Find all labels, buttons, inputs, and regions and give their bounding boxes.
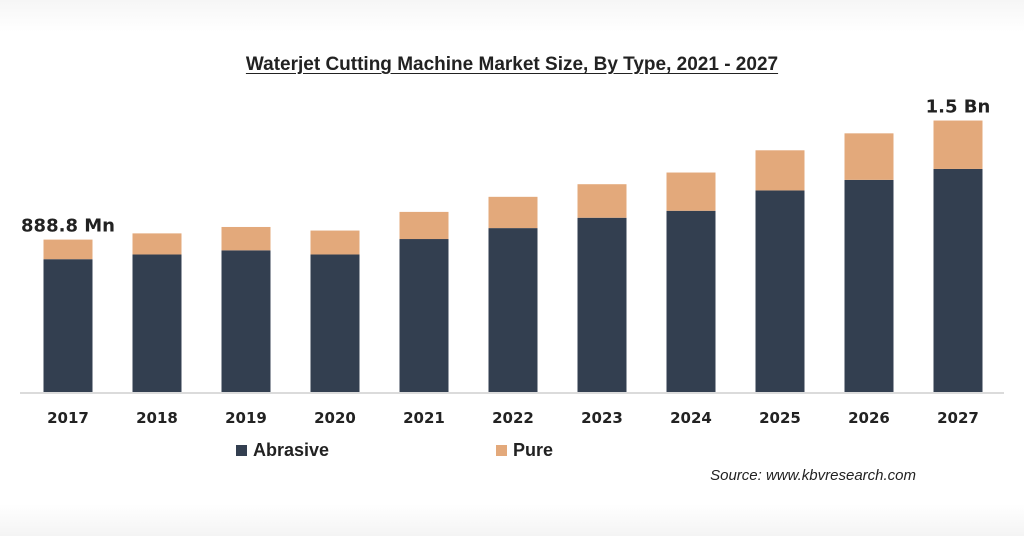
bar-abrasive-2021 xyxy=(399,239,449,392)
x-tick-label-2027: 2027 xyxy=(937,409,979,427)
bar-abrasive-2020 xyxy=(310,254,360,392)
data-label-2027: 1.5 Bn xyxy=(926,97,991,118)
legend-swatch-abrasive xyxy=(236,445,247,456)
bar-abrasive-2024 xyxy=(666,210,716,392)
x-tick-label-2017: 2017 xyxy=(47,409,89,427)
bar-abrasive-2019 xyxy=(221,250,271,392)
bar-abrasive-2023 xyxy=(577,217,627,392)
x-tick-labels: 2017 2018 2019 2020 2021 2022 2023 2024 2025 2026… xyxy=(47,409,979,427)
data-label-2017: 888.8 Mn xyxy=(21,216,115,237)
legend-swatch-pure xyxy=(496,445,507,456)
bar-pure-2025 xyxy=(755,150,805,191)
legend-label-abrasive: Abrasive xyxy=(253,440,330,460)
legend-item-abrasive: Abrasive xyxy=(236,440,329,461)
bar-pure-2027 xyxy=(933,120,983,169)
x-tick-label-2025: 2025 xyxy=(759,409,801,427)
bar-pure-2021 xyxy=(399,211,449,240)
bar-abrasive-2025 xyxy=(755,190,805,392)
x-tick-label-2019: 2019 xyxy=(225,409,267,427)
legend-item-pure: Pure xyxy=(496,440,553,461)
bar-pure-2023 xyxy=(577,184,627,218)
data-annotations: 888.8 Mn 1.5 Bn xyxy=(21,97,990,237)
x-tick-label-2021: 2021 xyxy=(403,409,445,427)
bar-abrasive-2018 xyxy=(132,254,182,392)
x-tick-label-2020: 2020 xyxy=(314,409,356,427)
bar-abrasive-2022 xyxy=(488,228,538,392)
x-tick-label-2018: 2018 xyxy=(136,409,178,427)
bar-pure-2017 xyxy=(43,239,93,260)
source-note: Source: www.kbvresearch.com xyxy=(710,467,916,484)
x-tick-label-2026: 2026 xyxy=(848,409,890,427)
bar-abrasive-2026 xyxy=(844,179,894,392)
chart-title: Waterjet Cutting Machine Market Size, By… xyxy=(245,54,779,75)
x-tick-label-2023: 2023 xyxy=(581,409,623,427)
bar-abrasive-2017 xyxy=(43,259,93,392)
bars-group xyxy=(43,120,983,392)
bar-pure-2018 xyxy=(132,233,182,255)
x-tick-label-2024: 2024 xyxy=(670,409,712,427)
bar-pure-2019 xyxy=(221,226,271,251)
bar-pure-2024 xyxy=(666,172,716,211)
legend: Abrasive Pure xyxy=(0,440,1024,466)
bar-abrasive-2027 xyxy=(933,168,983,392)
legend-label-pure: Pure xyxy=(513,440,554,460)
x-tick-label-2022: 2022 xyxy=(492,409,534,427)
bar-pure-2026 xyxy=(844,133,894,180)
bar-pure-2020 xyxy=(310,230,360,255)
bar-pure-2022 xyxy=(488,196,538,229)
